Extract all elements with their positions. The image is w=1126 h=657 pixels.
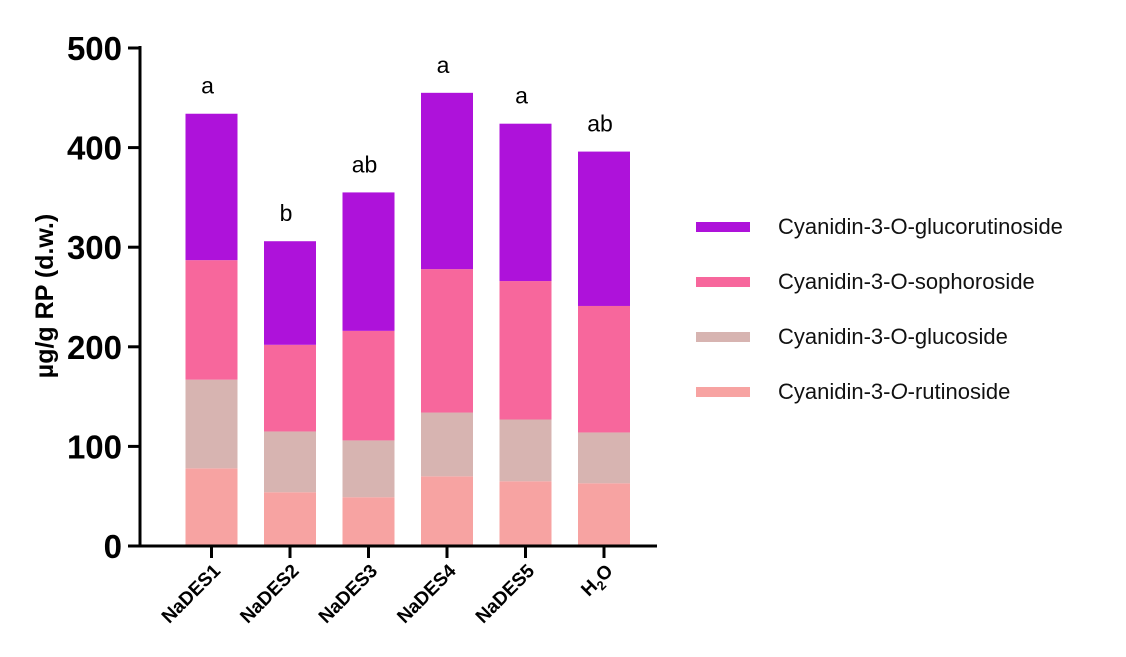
x-tick-label: NaDES5 bbox=[472, 560, 539, 627]
bar-segment bbox=[421, 92, 473, 270]
x-tick-label: NaDES1 bbox=[158, 560, 225, 627]
significance-letter: ab bbox=[352, 151, 378, 177]
x-tick-label: NaDES3 bbox=[315, 561, 382, 628]
legend-swatch bbox=[696, 332, 750, 342]
legend-label: Cyanidin-3-O-glucorutinoside bbox=[778, 214, 1063, 239]
legend-label: Cyanidin-3-O-rutinoside bbox=[778, 379, 1011, 404]
bar-segment bbox=[421, 269, 473, 413]
x-tick-label: H2O bbox=[577, 561, 619, 603]
significance-letter: b bbox=[280, 200, 293, 226]
y-tick-label: 0 bbox=[104, 528, 122, 565]
bar-segment bbox=[499, 481, 552, 546]
y-tick-label: 400 bbox=[67, 130, 122, 167]
bars-group bbox=[185, 92, 630, 546]
bar-segment bbox=[342, 497, 395, 546]
bar-segment bbox=[578, 432, 630, 484]
legend-label: Cyanidin-3-O-sophoroside bbox=[778, 269, 1035, 294]
significance-letter: a bbox=[437, 52, 450, 78]
bar-segment bbox=[342, 330, 395, 441]
y-tick-label: 500 bbox=[67, 30, 122, 67]
significance-letter: a bbox=[201, 73, 214, 99]
bar-segment bbox=[342, 440, 395, 498]
bar-segment bbox=[578, 305, 630, 433]
bar-segment bbox=[499, 419, 552, 482]
legend-label: Cyanidin-3-O-glucoside bbox=[778, 324, 1008, 349]
y-tick-label: 100 bbox=[67, 428, 122, 465]
bar-segment bbox=[421, 412, 473, 477]
legend-swatch bbox=[696, 387, 750, 397]
significance-letter: a bbox=[515, 83, 528, 109]
bar-segment bbox=[499, 281, 552, 420]
bar-segment bbox=[578, 151, 630, 306]
bar-segment bbox=[185, 468, 238, 546]
bar-segment bbox=[185, 113, 238, 261]
bar-segment bbox=[342, 192, 395, 331]
bar-segment bbox=[499, 123, 552, 282]
bar-segment bbox=[264, 241, 316, 345]
x-tick-label: NaDES2 bbox=[236, 561, 303, 628]
bar-segment bbox=[421, 476, 473, 546]
bar-segment bbox=[185, 260, 238, 380]
bar-segment bbox=[185, 379, 238, 469]
legend-swatch bbox=[696, 277, 750, 287]
bar-segment bbox=[264, 344, 316, 432]
y-axis-label: µg/g RP (d.w.) bbox=[31, 214, 59, 378]
significance-letter: ab bbox=[587, 111, 613, 137]
y-tick-label: 200 bbox=[67, 329, 122, 366]
x-tick-label: NaDES4 bbox=[393, 560, 460, 627]
bar-segment bbox=[578, 483, 630, 546]
legend-swatch bbox=[696, 222, 750, 232]
bar-segment bbox=[264, 431, 316, 493]
y-tick-label: 300 bbox=[67, 229, 122, 266]
bar-segment bbox=[264, 492, 316, 546]
